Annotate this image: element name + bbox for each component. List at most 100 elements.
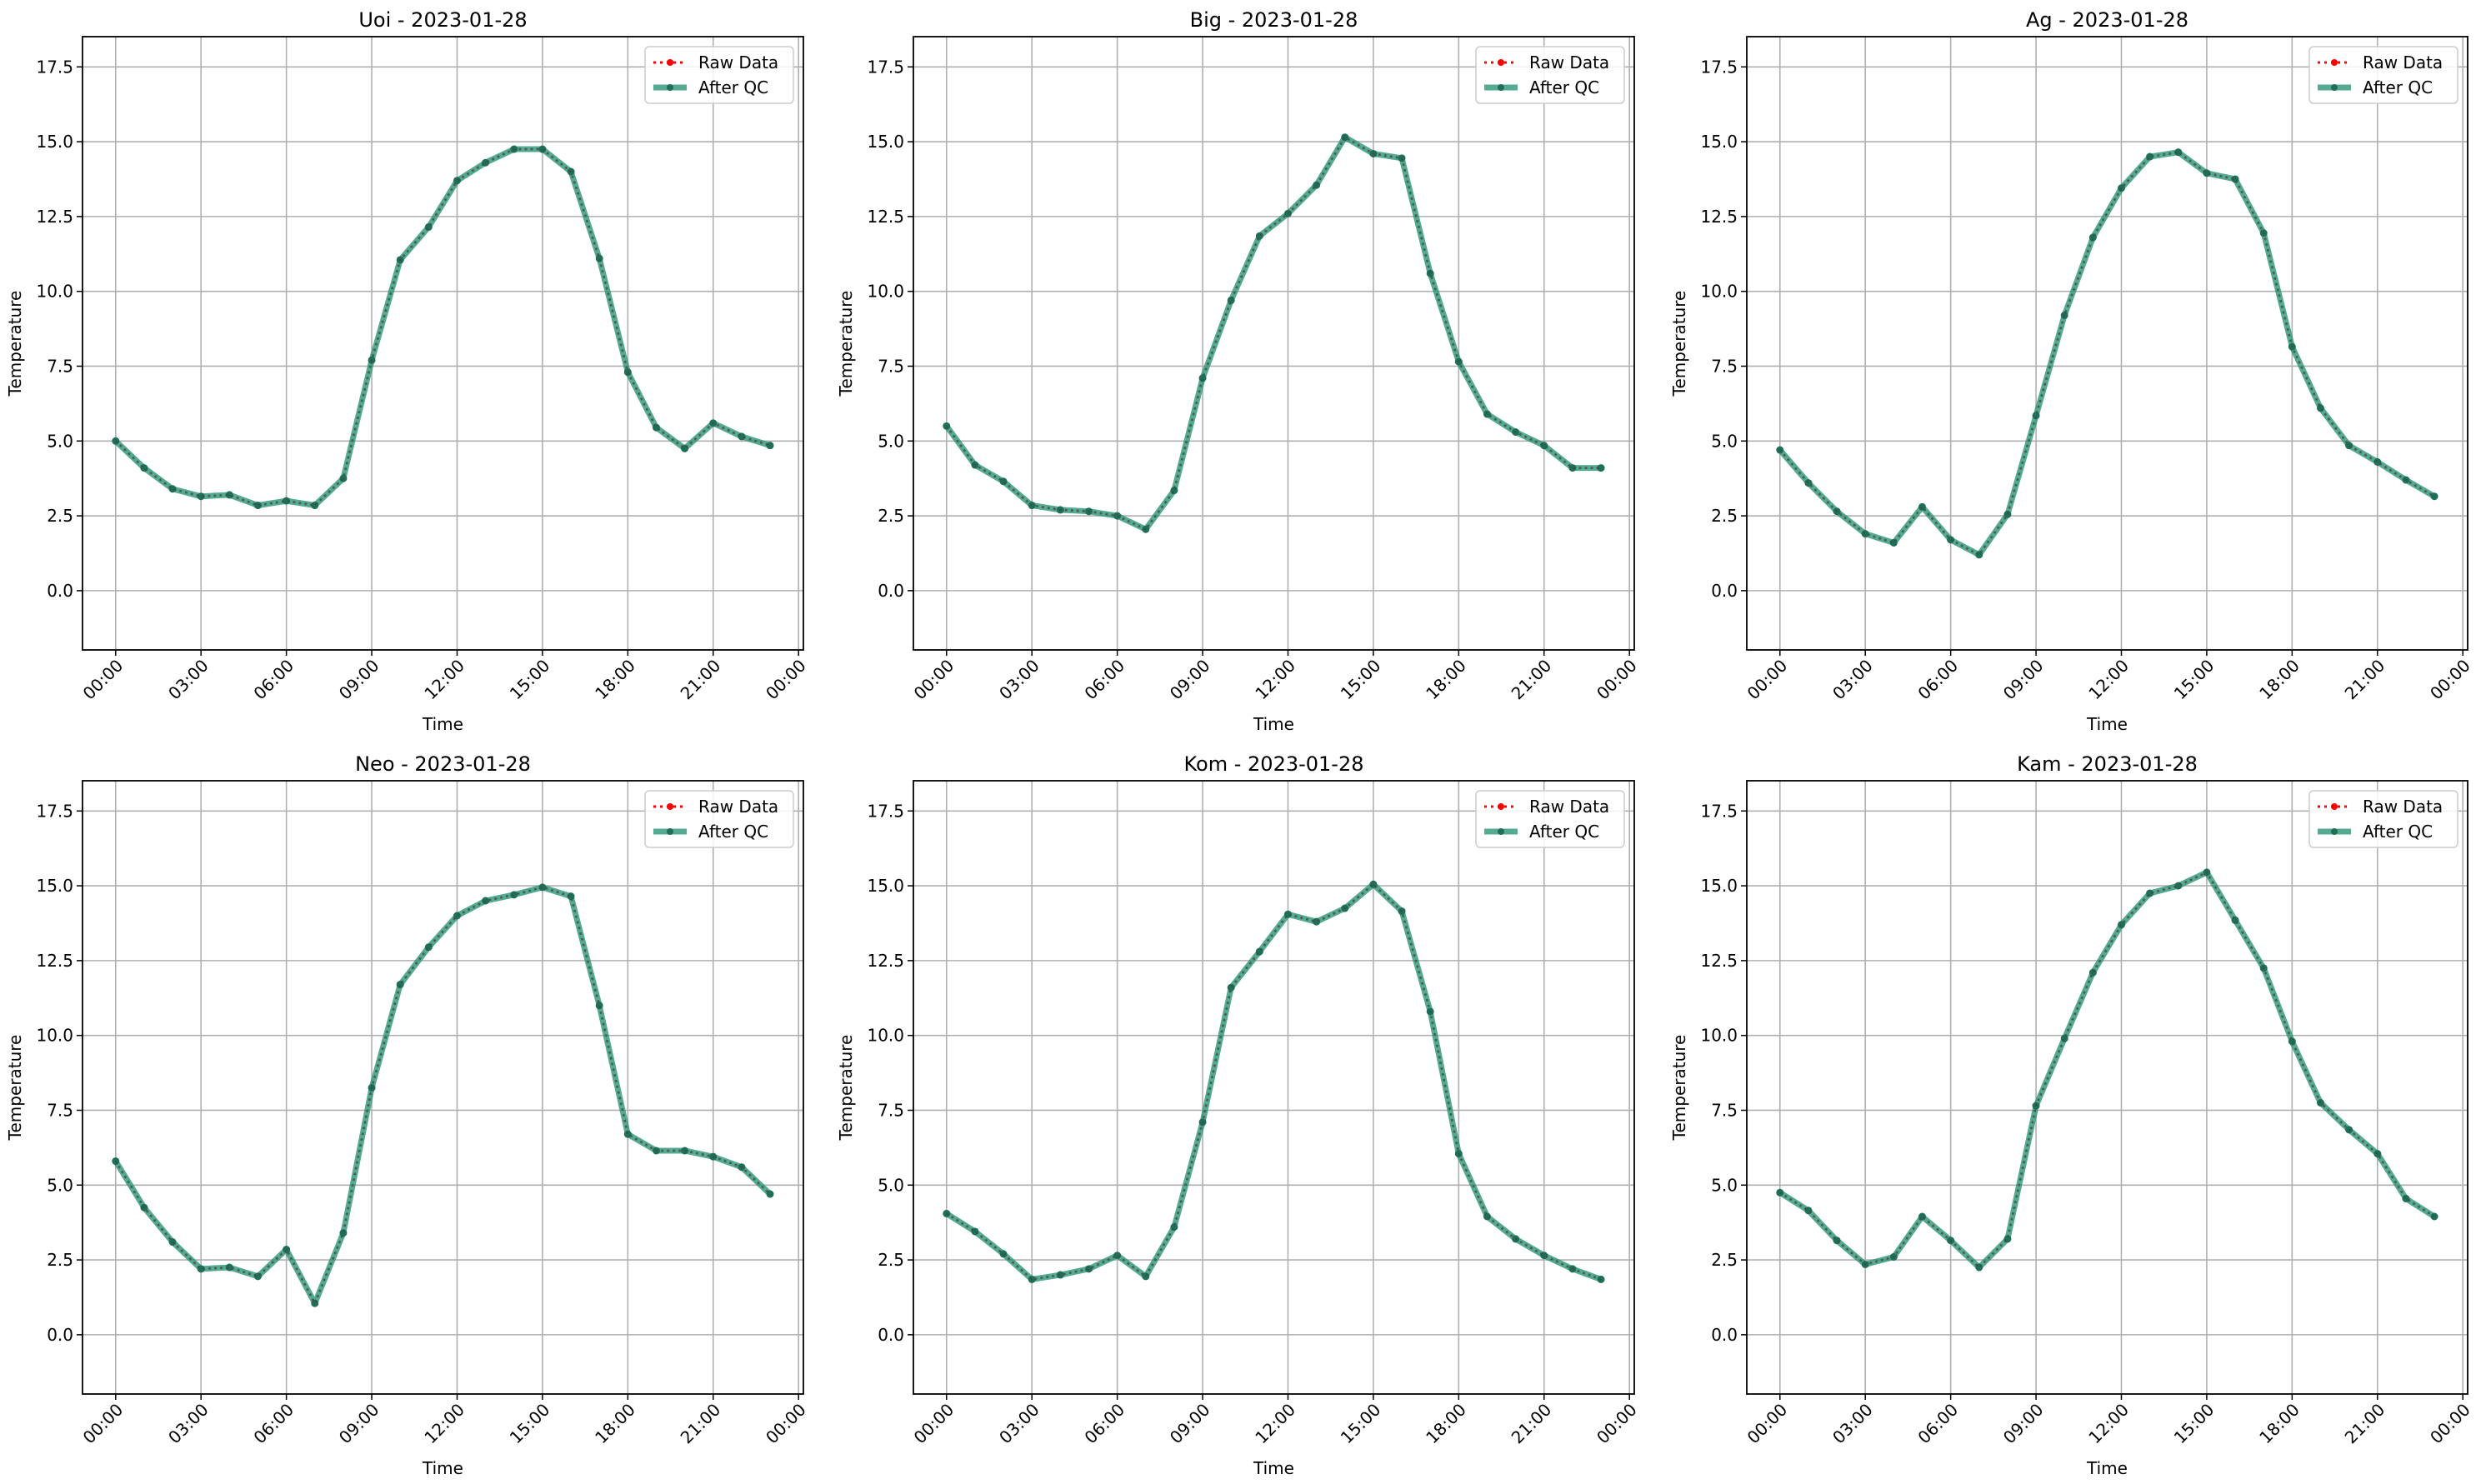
legend-raw-label: Raw Data bbox=[1529, 52, 1609, 72]
axes-frame bbox=[913, 780, 1635, 1395]
x-tick-label: 06:00 bbox=[1080, 656, 1128, 704]
x-tick-label: 00:00 bbox=[1593, 656, 1641, 704]
y-tick-label: 2.5 bbox=[47, 506, 73, 526]
x-tick-label: 00:00 bbox=[1743, 656, 1792, 704]
y-tick-label: 7.5 bbox=[878, 1100, 904, 1120]
y-tick-label: 10.0 bbox=[867, 1026, 904, 1046]
legend-raw-marker bbox=[1498, 59, 1504, 66]
x-tick-label: 15:00 bbox=[2170, 656, 2218, 704]
x-tick-label: 21:00 bbox=[677, 1400, 725, 1448]
raw-data-overlay bbox=[946, 882, 1602, 1281]
x-tick-label: 15:00 bbox=[2170, 1400, 2218, 1448]
y-axis-label: Temperature bbox=[5, 1035, 25, 1142]
x-tick-label: 21:00 bbox=[2341, 1400, 2389, 1448]
x-tick-label: 06:00 bbox=[1913, 656, 1962, 704]
after-qc-point bbox=[766, 442, 774, 450]
legend-raw-marker bbox=[2331, 59, 2338, 66]
y-tick-label: 10.0 bbox=[1700, 1026, 1738, 1046]
x-tick-label: 12:00 bbox=[1251, 1400, 1299, 1448]
y-tick-label: 12.5 bbox=[867, 207, 904, 227]
y-tick-label: 2.5 bbox=[1711, 1250, 1738, 1270]
after-qc-point bbox=[595, 254, 603, 262]
y-tick-label: 15.0 bbox=[36, 876, 73, 896]
after-qc-point bbox=[1861, 530, 1869, 538]
y-tick-label: 2.5 bbox=[878, 506, 904, 526]
after-qc-point bbox=[339, 474, 348, 482]
y-tick-label: 17.5 bbox=[36, 801, 73, 821]
y-tick-label: 10.0 bbox=[1700, 282, 1738, 302]
after-qc-line bbox=[1778, 149, 2436, 558]
after-qc-point bbox=[225, 1263, 233, 1272]
y-tick-label: 10.0 bbox=[36, 1026, 73, 1046]
y-axis-label: Temperature bbox=[1669, 291, 1689, 397]
after-qc-line bbox=[1778, 869, 2436, 1271]
x-tick-label: 12:00 bbox=[2084, 656, 2133, 704]
legend-qc-label: After QC bbox=[2363, 77, 2433, 97]
y-tick-label: 17.5 bbox=[36, 57, 73, 77]
after-qc-point bbox=[1084, 1265, 1093, 1273]
y-tick-label: 5.0 bbox=[878, 1175, 904, 1195]
after-qc-point bbox=[339, 1229, 348, 1237]
legend-raw-marker bbox=[1498, 803, 1504, 810]
x-tick-label: 09:00 bbox=[335, 656, 383, 704]
x-tick-label: 12:00 bbox=[420, 656, 468, 704]
legend-qc-label: After QC bbox=[1529, 77, 1599, 97]
after-qc-point bbox=[567, 892, 575, 901]
y-tick-label: 5.0 bbox=[47, 431, 73, 451]
legend-qc-label: After QC bbox=[698, 77, 768, 97]
y-tick-label: 2.5 bbox=[1711, 506, 1738, 526]
y-tick-label: 0.0 bbox=[878, 581, 904, 601]
y-tick-label: 10.0 bbox=[36, 282, 73, 302]
after-qc-point bbox=[2373, 1150, 2382, 1158]
x-tick-label: 21:00 bbox=[1508, 656, 1556, 704]
legend: Raw Data After QC bbox=[1475, 790, 1625, 848]
raw-data-line bbox=[945, 135, 1602, 532]
after-qc-point bbox=[283, 497, 291, 505]
x-axis-label: Time bbox=[422, 714, 463, 734]
after-qc-point bbox=[168, 1238, 177, 1247]
y-tick-label: 7.5 bbox=[878, 356, 904, 376]
x-tick-label: 21:00 bbox=[2341, 656, 2389, 704]
y-axis-label: Temperature bbox=[5, 291, 25, 397]
legend: Raw Data After QC bbox=[644, 790, 794, 848]
y-axis-label: Temperature bbox=[1669, 1035, 1689, 1142]
y-tick-label: 7.5 bbox=[1711, 1100, 1738, 1120]
after-qc-line bbox=[944, 881, 1603, 1282]
legend-qc-label: After QC bbox=[1529, 822, 1599, 842]
y-tick-label: 15.0 bbox=[867, 876, 904, 896]
x-axis-label: Time bbox=[1253, 714, 1294, 734]
y-tick-label: 17.5 bbox=[867, 57, 904, 77]
legend: Raw Data After QC bbox=[2308, 790, 2458, 848]
subplot-3: 00:00 03:00 06:00 09:00 12:00 15:00 18:00 21:00… bbox=[5, 752, 810, 1478]
axes-frame bbox=[913, 36, 1635, 651]
y-tick-label: 17.5 bbox=[1700, 57, 1738, 77]
y-axis-label: Temperature bbox=[836, 1035, 856, 1142]
raw-data-overlay bbox=[1778, 151, 2435, 557]
x-tick-label: 18:00 bbox=[2255, 656, 2303, 704]
y-tick-label: 2.5 bbox=[47, 1250, 73, 1270]
y-tick-label: 5.0 bbox=[1711, 431, 1738, 451]
after-qc-point bbox=[538, 883, 547, 892]
after-qc-point bbox=[999, 1250, 1008, 1258]
x-axis-label: Time bbox=[422, 1458, 463, 1478]
x-tick-label: 00:00 bbox=[762, 1400, 810, 1448]
x-tick-label: 15:00 bbox=[506, 1400, 554, 1448]
after-qc-line bbox=[113, 884, 773, 1307]
y-tick-label: 5.0 bbox=[1711, 1175, 1738, 1195]
y-tick-label: 5.0 bbox=[47, 1175, 73, 1195]
after-qc-point bbox=[253, 502, 262, 510]
after-qc-point bbox=[2316, 404, 2324, 412]
x-tick-label: 00:00 bbox=[1593, 1400, 1641, 1448]
x-tick-label: 06:00 bbox=[249, 656, 298, 704]
legend: Raw Data After QC bbox=[644, 46, 794, 104]
chart-title: Kom - 2023-01-28 bbox=[1184, 752, 1364, 776]
y-tick-label: 5.0 bbox=[878, 431, 904, 451]
y-tick-label: 0.0 bbox=[47, 1325, 73, 1345]
legend-qc-marker bbox=[667, 828, 673, 835]
after-qc-point bbox=[1568, 464, 1577, 472]
x-tick-label: 00:00 bbox=[2426, 656, 2474, 704]
y-tick-label: 17.5 bbox=[1700, 801, 1738, 821]
legend: Raw Data After QC bbox=[1475, 46, 1625, 104]
after-qc-point bbox=[2088, 968, 2097, 977]
